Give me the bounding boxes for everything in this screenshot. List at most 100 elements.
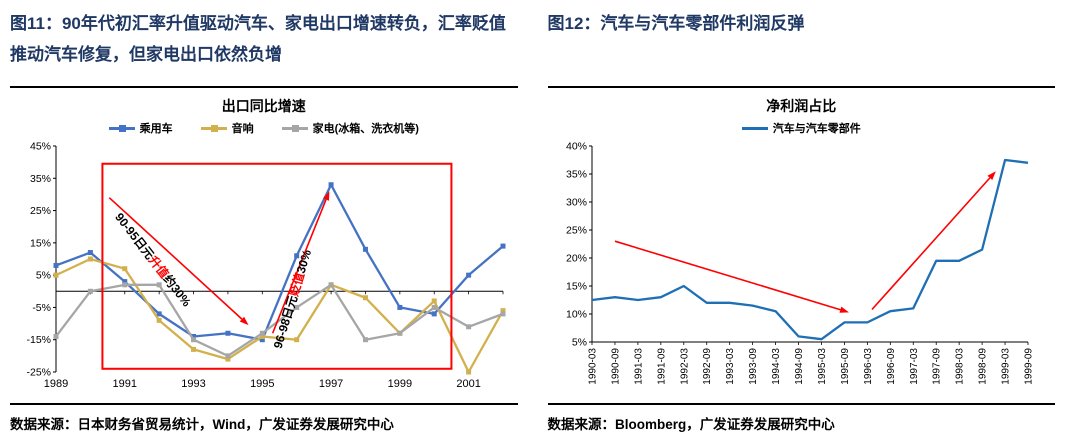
annotation-arrow [108,197,243,320]
y-tick-label: 10% [565,309,586,321]
profit-chart-title: 净利润占比 [766,98,837,114]
annotation-arrowhead [239,316,249,326]
data-point-marker [87,250,93,256]
x-tick-label: 1999 [388,378,412,390]
x-tick-label: 1989 [44,378,68,390]
x-tick-label: 1997-03 [908,348,919,385]
data-point-marker [362,337,368,343]
annotation-arrow [271,199,327,334]
data-point-marker [191,346,197,352]
data-point-marker [53,272,59,278]
x-tick-label: 1992-03 [679,348,690,385]
x-tick-label: 1998-03 [954,348,965,385]
y-tick-label: 5% [571,337,586,349]
data-point-marker [397,330,403,336]
data-point-marker [53,262,59,268]
x-tick-label: 2001 [456,378,480,390]
data-point-marker [156,282,162,288]
data-point-marker [225,353,231,359]
data-point-marker [466,324,472,330]
y-tick-label: 15% [565,281,586,293]
data-point-marker [500,311,506,317]
data-point-marker [431,304,437,310]
x-tick-label: 1996-03 [862,348,873,385]
data-point-marker [122,279,128,285]
legend-item: 乘用车 [108,120,173,136]
x-tick-label: 1997 [319,378,343,390]
export-chart-legend: 乘用车 音响 家电(冰箱、洗衣机等) [10,118,518,138]
data-point-marker [431,311,437,317]
data-point-marker [362,246,368,252]
data-point-marker [500,308,506,314]
annotation-arrow [614,240,841,311]
x-tick-label: 1993 [181,378,205,390]
data-point-marker [191,337,197,343]
figure-11-heading: 图11：90年代初汇率升值驱动汽车、家电出口增速转负，汇率贬值推动汽车修复，但家… [10,8,518,88]
legend-line-swatch [281,124,308,132]
legend-label: 音响 [231,123,254,135]
data-point-marker [431,298,437,304]
y-tick-label: 45% [30,141,51,153]
x-tick-label: 1996-09 [885,348,896,385]
x-tick-label: 1990-03 [587,348,598,385]
left-panel: 图11：90年代初汇率升值驱动汽车、家电出口增速转负，汇率贬值推动汽车修复，但家… [10,8,518,433]
data-point-marker [259,333,265,339]
data-point-marker [294,337,300,343]
x-tick-label: 1995-09 [839,348,850,385]
annotation-arrowhead [323,191,330,201]
legend-label: 汽车与汽车零部件 [772,123,861,135]
series-line [55,283,504,358]
series-line [591,158,1028,341]
data-point-marker [259,337,265,343]
y-tick-label: 30% [565,197,586,209]
net-profit-share-svg: 40% 35% 30% 25% 20% 15% 10% 5%1990-03 1990-09 199… [565,141,1034,385]
legend-item: 家电(冰箱、洗衣机等) [281,120,419,136]
data-point-marker [191,333,197,339]
data-point-marker [156,311,162,317]
y-tick-label: 5% [36,270,51,282]
legend-item: 音响 [200,120,254,136]
export-chart: 45% 35% 25% 15% 5% -5% -15% -25% 1989 1991 1993 199… [10,138,518,392]
profit-chart-legend: 汽车与汽车零部件 [548,118,1056,138]
data-point-marker [259,330,265,336]
x-tick-label: 1990-09 [610,348,621,385]
y-tick-label: 15% [30,237,51,249]
x-tick-label: 1991 [113,378,137,390]
data-point-marker [500,243,506,249]
x-tick-label: 1998-09 [977,348,988,385]
legend-line-swatch [200,124,227,132]
data-point-marker [328,282,334,288]
annotation-arrowhead [986,171,996,181]
data-point-marker [397,304,403,310]
legend-label: 家电(冰箱、洗衣机等) [312,123,419,135]
annotation-text: 90-95日元升值约30% [112,210,195,310]
y-tick-label: 40% [565,141,586,153]
data-point-marker [466,272,472,278]
data-point-marker [122,266,128,272]
data-point-marker [294,253,300,259]
export-chart-title: 出口同比增速 [221,98,306,114]
legend-label: 乘用车 [139,123,173,135]
x-tick-label: 1993-09 [748,348,759,385]
x-tick-label: 1994-09 [794,348,805,385]
export-yoy-svg: 45% 35% 25% 15% 5% -5% -15% -25%1989 1991 1993 199… [26,141,506,390]
y-tick-label: -5% [32,302,51,314]
y-tick-label: 35% [565,169,586,181]
right-panel: 图12：汽车与汽车零部件利润反弹 净利润占比 汽车与汽车零部件 40% 35% 30… [547,8,1056,433]
x-tick-label: 1995-03 [816,348,827,385]
data-point-marker [328,182,334,188]
y-tick-label: 35% [30,173,51,185]
data-point-marker [294,304,300,310]
y-tick-label: -15% [26,334,51,346]
x-tick-label: 1999-09 [1023,348,1034,385]
annotation-text: 96-98日元贬值30% [270,247,314,350]
data-point-marker [87,288,93,294]
figure-12-heading: 图12：汽车与汽车零部件利润反弹 [547,8,1055,88]
data-point-marker [53,333,59,339]
data-point-marker [362,295,368,301]
x-tick-label: 1999-03 [1000,348,1011,385]
x-tick-label: 1991-03 [633,348,644,385]
y-tick-label: -25% [26,367,51,379]
x-tick-label: 1997-09 [931,348,942,385]
